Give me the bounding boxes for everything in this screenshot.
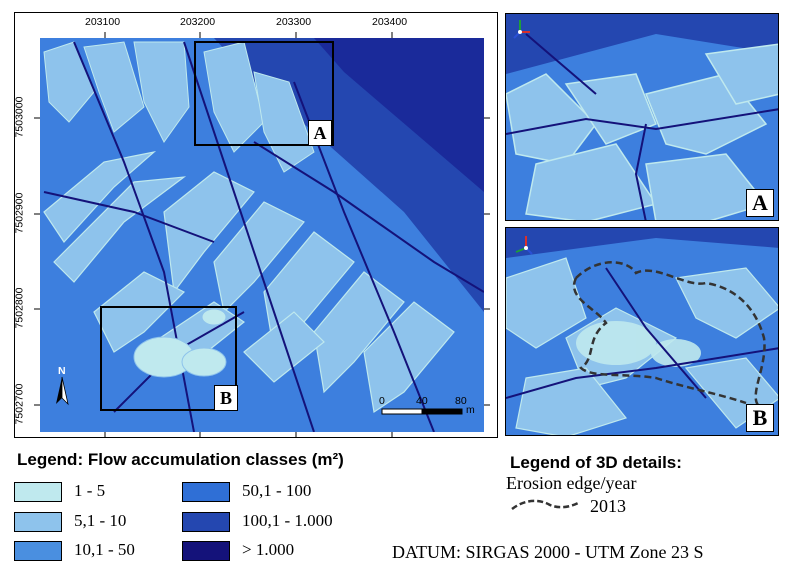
x-tick-label: 203100 [85,16,121,28]
inset-box-a [194,41,334,146]
legend-3d-subtitle: Erosion edge/year [506,473,637,493]
axis-gizmo-icon [513,20,530,39]
scale-label: 0 [379,395,385,407]
legend-label: 10,1 - 50 [74,540,135,559]
legend-swatch [182,482,230,502]
x-tick-label: 203400 [372,16,408,28]
legend-label: 1 - 5 [74,481,106,500]
inset-box-a-label: A [308,120,332,146]
detail-b-label: B [746,404,774,432]
legend-3d-year: 2013 [590,496,626,516]
erosion-edge-2013 [572,261,766,410]
scale-bar [381,408,463,415]
main-map-frame: 203100 203200 203300 203400 7503000 7502… [14,12,498,438]
y-tick-label: 7503000 [14,96,26,138]
scale-label: 80 [455,395,467,407]
datum-text: DATUM: SIRGAS 2000 - UTM Zone 23 S [392,542,704,562]
inset-box-b-label: B [214,385,238,411]
legend-label: 100,1 - 1.000 [242,511,333,530]
detail-b-panel[interactable]: B [505,227,779,436]
inset-box-b [100,306,237,411]
legend-swatch [182,541,230,561]
legend-swatch [14,541,62,561]
scale-unit: m [466,404,475,416]
legend-swatch [182,512,230,532]
legend-swatch [14,512,62,532]
scale-label: 40 [416,395,428,407]
north-arrow-icon [56,376,69,406]
axis-gizmo-icon [515,236,533,255]
detail-a-label: A [746,189,774,217]
legend-swatch [14,482,62,502]
x-tick-label: 203200 [180,16,216,28]
dashed-line-icon [511,499,579,511]
y-tick-label: 7502900 [14,192,26,234]
legend-label: > 1.000 [242,540,295,559]
legend-label: 5,1 - 10 [74,511,127,530]
detail-a-panel[interactable]: A [505,13,779,221]
detail-b-map [506,228,778,435]
x-tick-label: 203300 [276,16,312,28]
north-label: N [58,365,66,377]
legend-3d-title: Legend of 3D details: [510,453,682,472]
detail-a-map [506,14,778,220]
y-tick-label: 7502700 [14,383,26,425]
y-tick-label: 7502800 [14,287,26,329]
main-map[interactable] [14,12,498,438]
flow-legend-title: Legend: Flow accumulation classes (m²) [17,450,344,469]
legend-label: 50,1 - 100 [242,481,312,500]
